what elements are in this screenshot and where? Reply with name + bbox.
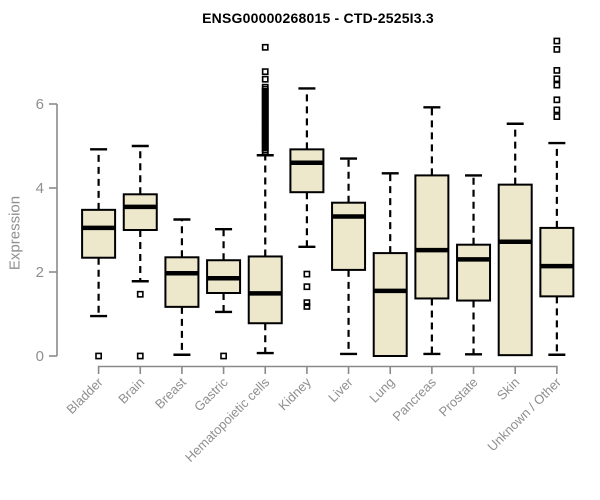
iqr-box: [414, 174, 450, 300]
iqr-box: [372, 252, 408, 358]
outlier-point: [261, 148, 269, 156]
iqr-box: [81, 208, 117, 259]
x-tick-label-brain: Brain: [115, 375, 147, 407]
iqr-box: [497, 183, 533, 357]
x-tick-label-breast: Breast: [152, 374, 189, 411]
boxplot-lung: [372, 172, 408, 358]
outlier-point: [553, 75, 561, 83]
boxplot-bladder: [81, 148, 117, 360]
outlier-point: [303, 270, 311, 278]
outlier-point: [303, 299, 311, 307]
outlier-point: [553, 106, 561, 114]
x-tick-label-unknown-other: Unknown / Other: [484, 374, 564, 454]
x-tick-label-liver: Liver: [325, 374, 356, 405]
outlier-point: [303, 283, 311, 291]
boxplot-gastric: [206, 227, 242, 360]
outlier-point: [261, 75, 269, 83]
iqr-box: [539, 226, 575, 298]
boxplot-liver: [331, 157, 367, 356]
chart-title: ENSG00000268015 - CTD-2525I3.3: [202, 10, 434, 26]
boxplot-kidney: [289, 87, 325, 310]
outlier-point: [553, 67, 561, 74]
outlier-point: [261, 68, 269, 76]
boxplot-brain: [122, 144, 158, 360]
x-tick-label-pancreas: Pancreas: [390, 374, 440, 424]
iqr-box: [247, 255, 283, 325]
x-tick-label-kidney: Kidney: [275, 374, 314, 413]
boxplot-skin: [497, 122, 533, 357]
outlier-point: [553, 81, 561, 89]
iqr-box: [164, 256, 200, 308]
outlier-point: [136, 290, 144, 298]
y-axis: 0 2 4 6: [36, 96, 58, 365]
outlier-point: [95, 352, 102, 360]
x-tick-label-prostate: Prostate: [436, 375, 481, 420]
outlier-point: [303, 303, 311, 310]
x-tick-label-bladder: Bladder: [63, 374, 106, 417]
outlier-point: [553, 45, 561, 53]
x-tick-label-skin: Skin: [494, 375, 522, 403]
boxplot-prostate: [456, 174, 492, 356]
x-tick-label-gastric: Gastric: [191, 374, 231, 414]
outlier-point: [553, 37, 561, 45]
boxplot-breast: [164, 218, 200, 356]
boxplot-pancreas: [414, 106, 450, 356]
boxplot-unknown-other: [539, 37, 575, 356]
iqr-box: [456, 243, 492, 302]
x-tick-label-lung: Lung: [366, 375, 397, 406]
y-tick-label: 4: [36, 180, 44, 197]
outlier-point: [553, 96, 561, 104]
boxplot-hematopoietic-cells: [247, 43, 283, 355]
y-tick-label: 6: [36, 96, 44, 113]
iqr-box: [289, 148, 325, 194]
outlier-point: [261, 43, 269, 51]
iqr-box: [122, 193, 158, 232]
y-tick-label: 2: [36, 264, 44, 281]
outlier-point: [553, 113, 561, 120]
y-tick-label: 0: [36, 348, 44, 365]
iqr-box: [331, 201, 367, 271]
outlier-point: [220, 352, 227, 360]
outlier-point: [136, 352, 144, 360]
